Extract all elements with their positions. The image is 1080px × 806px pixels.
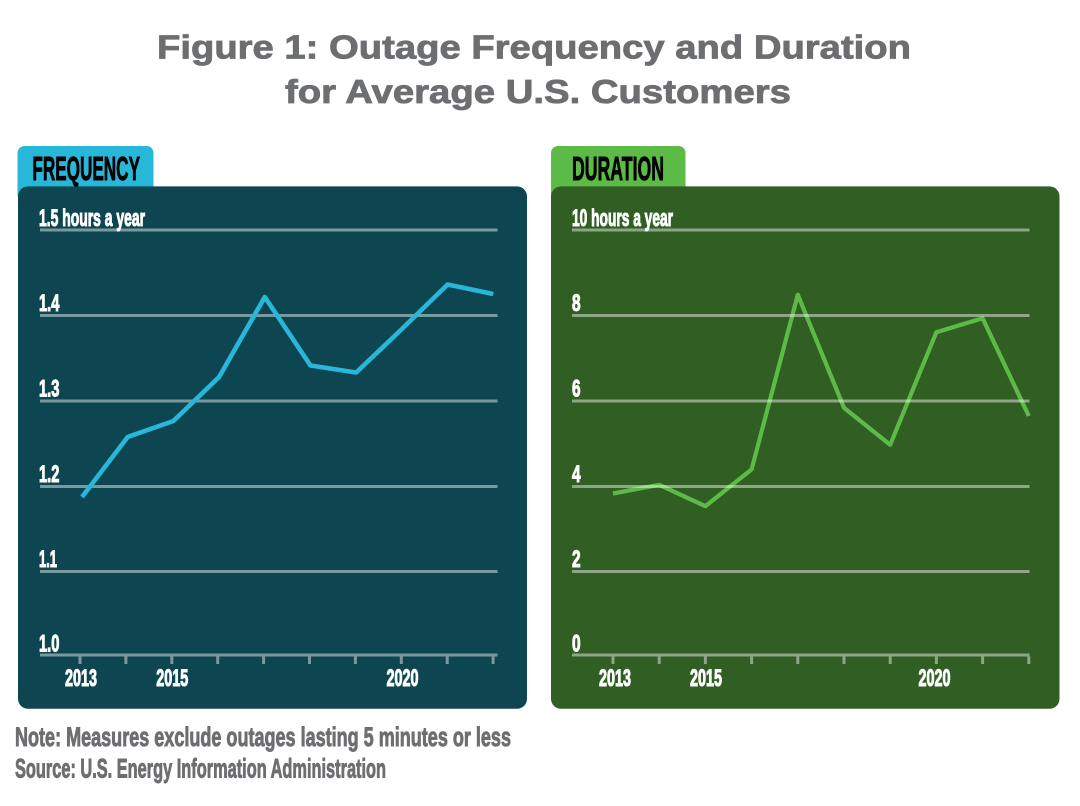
svg-text:6: 6 — [572, 376, 581, 403]
svg-text:for Average U.S. Customers: for Average U.S. Customers — [285, 73, 791, 110]
svg-text:2013: 2013 — [599, 665, 631, 692]
svg-text:10 hours a year: 10 hours a year — [572, 205, 673, 232]
svg-text:Figure 1: Outage Frequency and: Figure 1: Outage Frequency and Duration — [157, 29, 911, 66]
svg-text:Note: Measures exclude outages: Note: Measures exclude outages lasting 5… — [15, 722, 511, 752]
svg-text:1.1: 1.1 — [39, 546, 57, 573]
svg-text:0: 0 — [572, 631, 581, 658]
svg-text:Source: U.S. Energy Informatio: Source: U.S. Energy Information Administ… — [15, 754, 386, 784]
svg-text:1.0: 1.0 — [39, 631, 59, 658]
svg-text:4: 4 — [572, 461, 581, 488]
svg-text:1.2: 1.2 — [39, 461, 59, 488]
svg-text:2020: 2020 — [919, 665, 951, 692]
svg-text:1.5 hours a year: 1.5 hours a year — [39, 205, 145, 232]
svg-text:8: 8 — [572, 290, 581, 317]
svg-text:2013: 2013 — [65, 665, 97, 692]
svg-text:2015: 2015 — [690, 665, 722, 692]
svg-text:2020: 2020 — [387, 665, 419, 692]
svg-text:2: 2 — [572, 546, 581, 573]
svg-text:1.4: 1.4 — [39, 290, 60, 317]
svg-text:FREQUENCY: FREQUENCY — [32, 150, 140, 187]
svg-text:1.3: 1.3 — [39, 376, 59, 403]
svg-text:2015: 2015 — [156, 665, 188, 692]
svg-text:DURATION: DURATION — [572, 150, 664, 187]
